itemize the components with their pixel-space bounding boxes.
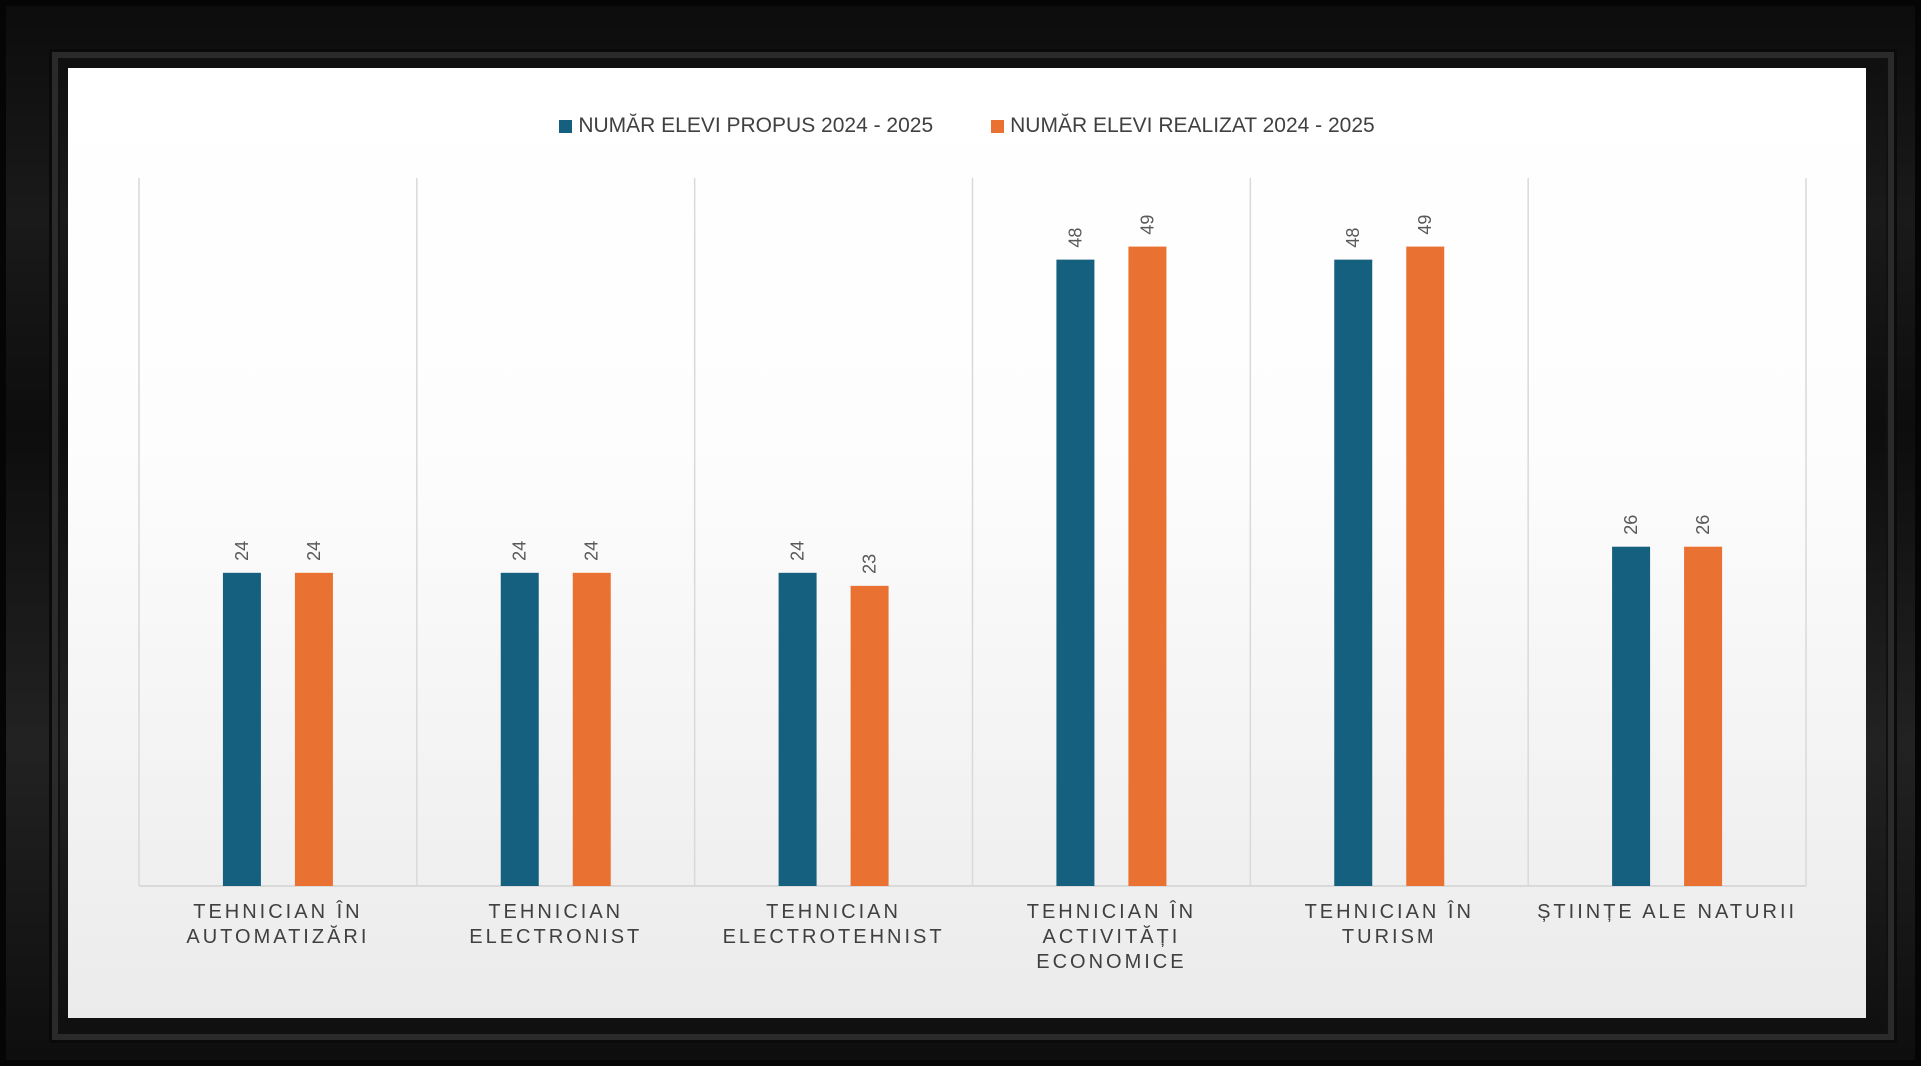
legend-label-realizat: NUMĂR ELEVI REALIZAT 2024 - 2025 xyxy=(1010,114,1375,137)
data-label: 23 xyxy=(860,554,880,574)
bar-propus xyxy=(1612,546,1651,886)
bar-realizat xyxy=(1684,546,1723,886)
legend-swatch-propus xyxy=(559,119,573,133)
bar-propus xyxy=(778,572,817,886)
data-label: 24 xyxy=(788,541,808,561)
data-label: 24 xyxy=(510,541,530,561)
legend-swatch-realizat xyxy=(991,119,1005,133)
bar-realizat xyxy=(1406,246,1445,886)
data-label: 48 xyxy=(1065,228,1085,248)
bar-realizat xyxy=(850,585,889,886)
legend-item-realizat: NUMĂR ELEVI REALIZAT 2024 - 2025 xyxy=(991,114,1375,138)
chart-panel: NUMĂR ELEVI PROPUS 2024 - 2025 NUMĂR ELE… xyxy=(68,68,1866,1018)
legend-item-propus: NUMĂR ELEVI PROPUS 2024 - 2025 xyxy=(559,114,933,138)
bar-realizat xyxy=(1128,246,1167,886)
category-label: TEHNICIAN ELECTRONIST xyxy=(469,901,643,948)
bar-propus xyxy=(500,572,539,886)
category-label: TEHNICIAN ELECTROTEHNIST xyxy=(722,901,945,948)
frame-bevel xyxy=(52,52,1894,1040)
data-label: 49 xyxy=(1415,215,1435,235)
data-label: 24 xyxy=(582,541,602,561)
bar-propus xyxy=(1056,259,1095,886)
category-label: TEHNICIAN ÎN TURISM xyxy=(1304,901,1474,948)
bar-propus xyxy=(1334,259,1373,886)
legend-label-propus: NUMĂR ELEVI PROPUS 2024 - 2025 xyxy=(578,114,934,137)
bar-realizat xyxy=(572,572,611,886)
bar-chart: 24 24 24 24 24 23 48 49 48 49 26 26 xyxy=(138,178,1807,887)
data-label: 49 xyxy=(1137,215,1157,235)
bar-propus xyxy=(222,572,261,886)
data-label: 26 xyxy=(1693,515,1713,535)
data-label: 48 xyxy=(1343,228,1363,248)
category-label: ȘTIINȚE ALE NATURII xyxy=(1537,901,1798,923)
bar-realizat xyxy=(294,572,333,886)
chart-legend: NUMĂR ELEVI PROPUS 2024 - 2025 NUMĂR ELE… xyxy=(68,114,1866,138)
data-label: 24 xyxy=(232,541,252,561)
category-label: TEHNICIAN ÎN ACTIVITĂȚI ECONOMICE xyxy=(1026,901,1197,973)
category-label: TEHNICIAN ÎN AUTOMATIZĂRI xyxy=(186,901,370,948)
data-label: 24 xyxy=(304,541,324,561)
data-label: 26 xyxy=(1621,515,1641,535)
